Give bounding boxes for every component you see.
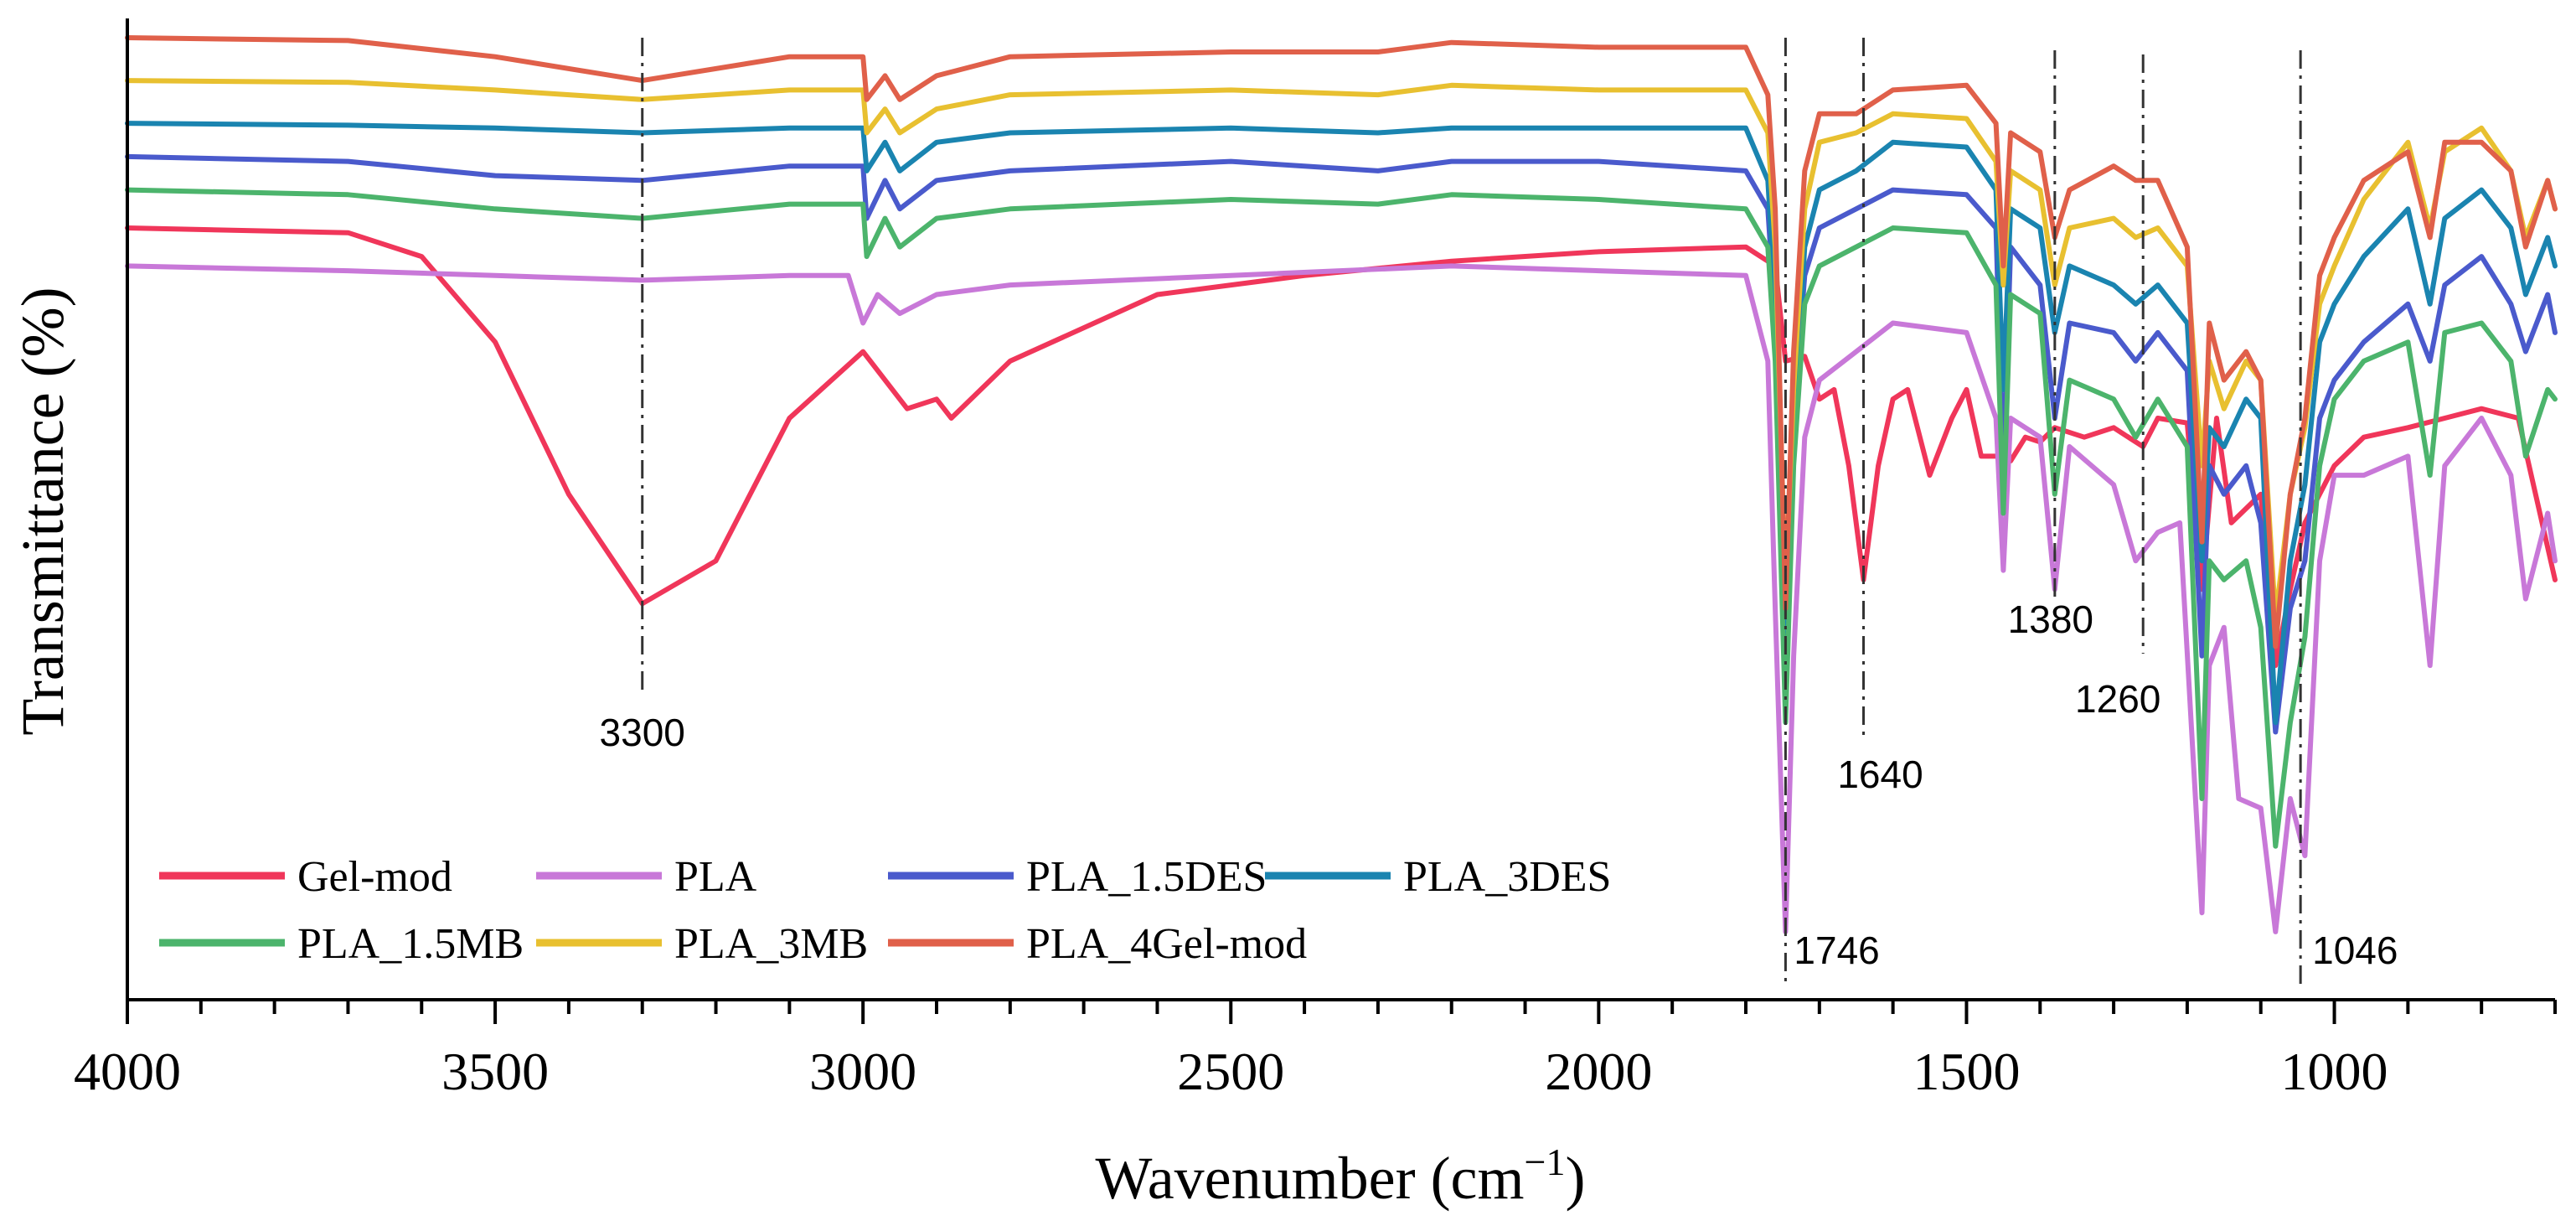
legend-label: PLA_4Gel-mod: [1026, 920, 1307, 968]
legend-label: PLA: [674, 853, 757, 901]
x-tick-label: 1000: [2281, 1042, 2388, 1101]
peak-label-3300: 3300: [600, 711, 685, 754]
legend-label: PLA_3DES: [1403, 853, 1611, 901]
x-axis-title-close: ): [1565, 1145, 1585, 1212]
legend-label: Gel-mod: [297, 853, 452, 901]
x-tick-label: 3500: [441, 1042, 549, 1101]
series-lines: [125, 35, 2558, 934]
series-line-pla-3des: [125, 121, 2558, 726]
legend-label: PLA_1.5MB: [297, 920, 524, 968]
y-axis-title: Transmittance (%): [9, 287, 76, 735]
legend-label: PLA_1.5DES: [1026, 853, 1267, 901]
x-tick-label: 1500: [1913, 1042, 2020, 1101]
x-tick-label: 2000: [1545, 1042, 1652, 1101]
legend-item: Gel-mod: [159, 853, 452, 901]
series-line-pla-1-5mb: [125, 187, 2558, 849]
series-line-pla-1-5des: [125, 153, 2558, 735]
legend-item: PLA_3DES: [1265, 853, 1611, 901]
x-ticks: 4000 3500 3000 2500 2000 1500 1000: [74, 1000, 2557, 1101]
legend-item: PLA: [536, 853, 757, 901]
axes: [126, 18, 2555, 1001]
peak-annotations: 3300 1746 1640 1380 1260 1046: [600, 38, 2398, 987]
peak-label-1260: 1260: [2075, 677, 2160, 721]
peak-label-1046: 1046: [2312, 929, 2398, 972]
series-line-pla-4gel-mod: [125, 35, 2558, 649]
peak-label-1640: 1640: [1837, 753, 1923, 796]
legend-item: PLA_4Gel-mod: [888, 920, 1307, 968]
x-tick-label: 3000: [809, 1042, 916, 1101]
legend-item: PLA_1.5DES: [888, 853, 1267, 901]
x-axis-title-main: Wavenumber (cm: [1096, 1145, 1525, 1212]
legend-item: PLA_1.5MB: [159, 920, 524, 968]
x-tick-label: 4000: [74, 1042, 181, 1101]
peak-label-1380: 1380: [2008, 597, 2093, 641]
legend-item: PLA_3MB: [536, 920, 868, 968]
series-line-pla: [125, 263, 2558, 934]
legend: Gel-mod PLA PLA_1.5DES PLA_3DES PLA_1.5MB PLA…: [159, 853, 1611, 968]
peak-label-1746: 1746: [1794, 929, 1879, 972]
x-axis-title: Wavenumber (cm−1): [1096, 1141, 1586, 1212]
legend-label: PLA_3MB: [674, 920, 868, 968]
x-axis-title-sup: −1: [1525, 1141, 1566, 1183]
x-tick-label: 2500: [1177, 1042, 1284, 1101]
